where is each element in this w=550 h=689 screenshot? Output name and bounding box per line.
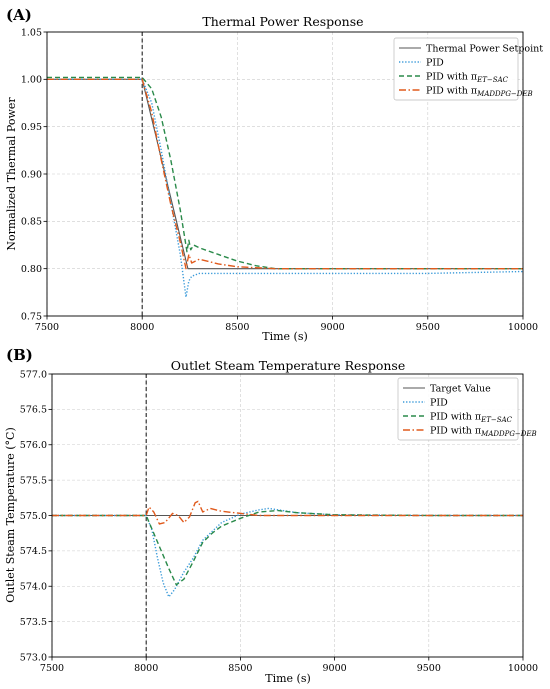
y-tick-label: 576.0 xyxy=(20,440,47,451)
legend-label-main: PID with π xyxy=(430,425,481,436)
x-tick-label: 8000 xyxy=(134,663,158,674)
series-line-2 xyxy=(47,76,523,270)
x-tick-label: 8500 xyxy=(228,663,252,674)
panel-a-ticks: 7500 8000 8500 9000 9500 10000 0.75 0.80 0.85 0.9… xyxy=(21,27,538,333)
x-tick-label: 9500 xyxy=(417,663,441,674)
x-tick-label: 8000 xyxy=(130,322,154,333)
legend-label-subscript: ET−SAC xyxy=(476,76,508,84)
y-tick-label: 574.5 xyxy=(20,546,47,557)
series-line-3 xyxy=(52,500,523,525)
panel-a-label: (A) xyxy=(6,6,32,24)
panel-b-ylabel: Outlet Steam Temperature (°C) xyxy=(4,427,17,602)
legend-label-main: PID xyxy=(430,397,448,408)
panel-b-xlabel: Time (s) xyxy=(265,672,311,685)
panel-a-xlabel: Time (s) xyxy=(262,330,308,343)
legend-label-3: PID with πMADDPG−DEB xyxy=(430,425,537,438)
legend-label-main: Target Value xyxy=(430,383,491,394)
panel-a-ylabel: Normalized Thermal Power xyxy=(5,97,18,251)
legend-label-2: PID with πET−SAC xyxy=(426,71,509,84)
legend-box xyxy=(393,37,519,101)
legend-label-main: PID with π xyxy=(426,71,477,82)
y-tick-label: 575.5 xyxy=(20,475,47,486)
x-tick-label: 9000 xyxy=(323,663,347,674)
y-tick-label: 1.00 xyxy=(21,75,42,86)
panel-b-title: Outlet Steam Temperature Response xyxy=(171,358,405,373)
legend-label-subscript: MADDPG−DEB xyxy=(476,90,532,98)
y-tick-label: 574.0 xyxy=(20,582,47,593)
y-tick-label: 575.0 xyxy=(20,511,47,522)
panel-a-chart: (A) Thermal Power Response 7500 8000 8500 9… xyxy=(5,6,543,343)
x-tick-label: 10000 xyxy=(508,322,538,333)
panel-b-series xyxy=(52,374,523,657)
legend-label-2: PID with πET−SAC xyxy=(430,411,513,424)
legend-label-subscript: MADDPG−DEB xyxy=(480,430,536,438)
y-tick-label: 0.80 xyxy=(21,264,42,275)
legend-label-0: Thermal Power Setpoint xyxy=(426,43,543,54)
panel-b-chart: (B) Outlet Steam Temperature Response 75… xyxy=(4,346,538,685)
panel-b-label: (B) xyxy=(6,346,33,364)
series-line-1 xyxy=(52,507,523,598)
y-tick-label: 573.5 xyxy=(20,617,47,628)
legend-label-3: PID with πMADDPG−DEB xyxy=(426,85,533,98)
panel-a-series xyxy=(47,32,524,316)
legend-box xyxy=(397,377,519,441)
x-tick-label: 9500 xyxy=(416,322,440,333)
y-tick-label: 573.0 xyxy=(20,652,47,663)
x-tick-label: 7500 xyxy=(40,663,64,674)
y-tick-label: 0.75 xyxy=(21,311,42,322)
panel-a-title: Thermal Power Response xyxy=(202,14,363,29)
y-tick-label: 576.5 xyxy=(20,405,47,416)
panel-b-frame xyxy=(51,373,524,658)
x-tick-label: 9000 xyxy=(321,322,345,333)
panel-b-ticks: 7500 8000 8500 9000 9500 10000 573.0 573.5 574.0… xyxy=(20,369,538,674)
panel-a-legend: Thermal Power Setpoint PID PID with πET−SA… xyxy=(393,37,543,101)
series-line-3 xyxy=(47,78,523,270)
x-tick-label: 8500 xyxy=(225,322,249,333)
y-tick-label: 1.05 xyxy=(21,27,42,38)
x-tick-label: 7500 xyxy=(35,322,59,333)
legend-label-main: PID xyxy=(426,57,444,68)
legend-label-1: PID xyxy=(426,57,444,68)
y-tick-label: 0.90 xyxy=(21,169,42,180)
panel-a-frame xyxy=(46,31,524,317)
legend-label-main: Thermal Power Setpoint xyxy=(426,43,543,54)
legend-label-1: PID xyxy=(430,397,448,408)
y-tick-label: 0.85 xyxy=(21,217,42,228)
legend-label-subscript: ET−SAC xyxy=(480,416,512,424)
legend-label-main: PID with π xyxy=(426,85,477,96)
x-tick-label: 10000 xyxy=(508,663,538,674)
y-tick-label: 0.95 xyxy=(21,122,42,133)
legend-label-0: Target Value xyxy=(430,383,491,394)
series-line-2 xyxy=(52,509,523,586)
legend-label-main: PID with π xyxy=(430,411,481,422)
y-tick-label: 577.0 xyxy=(20,369,47,380)
